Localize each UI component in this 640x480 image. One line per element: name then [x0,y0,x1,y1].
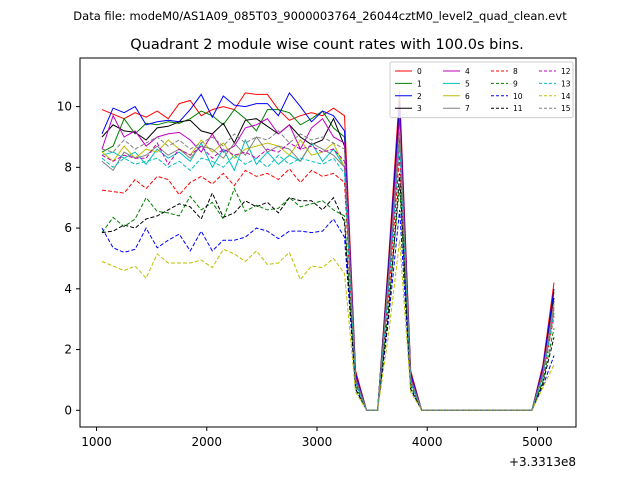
x-tick-label: 3000 [302,435,333,449]
legend-label-13: 13 [561,79,571,88]
legend-label-9: 9 [513,79,518,88]
chart-title: Quadrant 2 module wise count rates with … [130,37,524,53]
y-tick-label: 2 [64,343,72,357]
x-tick-label: 5000 [522,435,553,449]
x-offset-label: +3.3313e8 [509,455,576,469]
legend-label-11: 11 [513,104,523,113]
y-tick-label: 4 [64,282,72,296]
legend-label-15: 15 [561,104,571,113]
series-line-11 [101,173,555,411]
legend-label-7: 7 [465,104,470,113]
y-tick-label: 6 [64,221,72,235]
x-tick-label: 1000 [81,435,112,449]
legend-label-10: 10 [513,92,523,101]
legend-label-5: 5 [465,79,470,88]
series-line-12 [101,139,555,411]
x-tick-label: 2000 [191,435,222,449]
legend-label-0: 0 [417,67,422,76]
plot-frame [79,57,577,428]
legend-label-4: 4 [465,67,470,76]
y-tick-label: 10 [57,100,72,114]
x-axis: 1000 2000 3000 4000 5000 [81,427,553,449]
series-layer [101,91,555,411]
legend-label-8: 8 [513,67,518,76]
legend-label-12: 12 [561,67,571,76]
y-axis: 0 2 4 6 8 10 [57,100,80,417]
series-line-10 [101,209,555,411]
y-tick-label: 0 [64,403,72,417]
series-line-6 [101,130,555,411]
series-line-13 [101,142,555,411]
series-line-14 [101,240,555,411]
series-line-15 [101,127,555,411]
series-line-8 [101,155,555,411]
legend-label-14: 14 [561,92,571,101]
x-tick-label: 4000 [412,435,443,449]
legend-label-1: 1 [417,79,422,88]
series-line-4 [101,114,555,411]
series-line-9 [101,185,555,411]
legend-label-6: 6 [465,92,470,101]
series-line-7 [101,136,555,411]
legend-label-2: 2 [417,92,422,101]
data-file-label: Data file: modeM0/AS1A09_085T03_90000037… [73,9,567,23]
y-tick-label: 8 [64,160,72,174]
series-line-0 [101,91,555,411]
legend-label-3: 3 [417,104,422,113]
legend-box [389,61,574,119]
